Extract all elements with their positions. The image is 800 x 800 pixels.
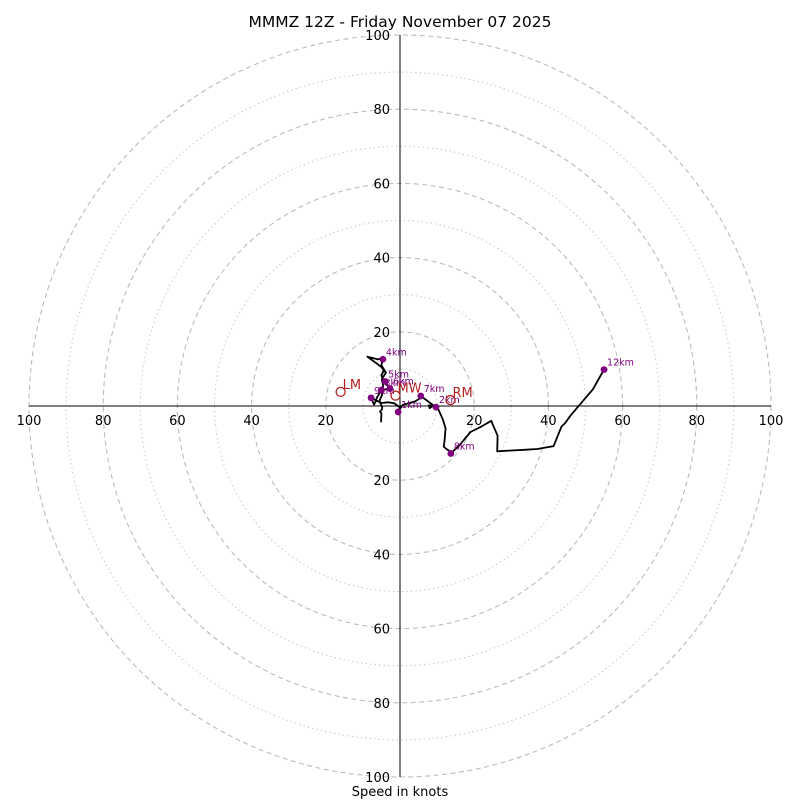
tick-label-up-80: 80 <box>373 103 390 118</box>
storm-motion-marker-MW <box>390 390 401 401</box>
height-marker-2km <box>432 403 440 411</box>
tick-label-up-100: 100 <box>365 29 390 44</box>
tick-label-right-40: 40 <box>540 414 557 429</box>
tick-label-left-60: 60 <box>169 414 186 429</box>
storm-motion-label-MW: MW <box>398 382 422 397</box>
tick-label-left-40: 40 <box>243 414 260 429</box>
height-marker-8km <box>447 450 455 457</box>
height-label-1km: 1km <box>401 400 422 411</box>
height-marker-7km <box>417 392 425 400</box>
storm-motion-label-LM: LM <box>343 378 361 393</box>
tick-label-right-20: 20 <box>466 414 483 429</box>
height-label-2km: 2km <box>439 395 460 406</box>
tick-label-down-60: 60 <box>373 623 390 638</box>
tick-label-left-20: 20 <box>318 414 335 429</box>
tick-label-up-40: 40 <box>373 252 390 267</box>
height-marker-6km <box>386 385 394 392</box>
tick-label-down-100: 100 <box>365 771 390 786</box>
height-label-4km: 4km <box>386 347 407 358</box>
height-marker-3km <box>378 386 385 394</box>
storm-motion-marker-RM <box>445 394 456 406</box>
tick-label-down-40: 40 <box>373 548 390 563</box>
height-marker-5km <box>381 378 389 385</box>
tick-label-right-80: 80 <box>689 414 706 429</box>
storm-motion-markers: LM MW RM <box>335 378 473 406</box>
chart-title: MMMZ 12Z - Friday November 07 2025 <box>248 13 551 31</box>
height-marker-12km <box>600 366 608 374</box>
tick-label-left-100: 100 <box>17 414 42 429</box>
height-marker-1km <box>394 408 402 416</box>
height-label-9km: 9km <box>374 386 395 397</box>
tick-labels: 20 20 20 20 40 40 40 40 60 60 60 60 80 80 80 80 100 100 10… <box>17 29 784 786</box>
height-label-8km: 8km <box>454 441 475 452</box>
tick-label-down-20: 20 <box>373 474 390 489</box>
height-label-7km: 7km <box>424 384 445 395</box>
x-axis-label: Speed in knots <box>352 785 449 800</box>
height-label-3km: 3km <box>384 378 405 389</box>
storm-motion-label-RM: RM <box>452 386 472 401</box>
height-marker-4km <box>379 355 387 363</box>
tick-label-up-60: 60 <box>373 177 390 192</box>
storm-motion-marker-LM <box>335 386 346 398</box>
axes <box>29 35 771 777</box>
height-label-5km: 5km <box>388 370 409 381</box>
tick-label-up-20: 20 <box>373 326 390 341</box>
tick-label-left-80: 80 <box>95 414 112 429</box>
tick-label-right-100: 100 <box>759 414 784 429</box>
tick-label-down-80: 80 <box>373 697 390 712</box>
height-marker-9km <box>367 394 375 402</box>
tick-label-right-60: 60 <box>614 414 631 429</box>
height-label-12km: 12km <box>607 358 634 369</box>
height-label-6km: 6km <box>393 377 414 388</box>
